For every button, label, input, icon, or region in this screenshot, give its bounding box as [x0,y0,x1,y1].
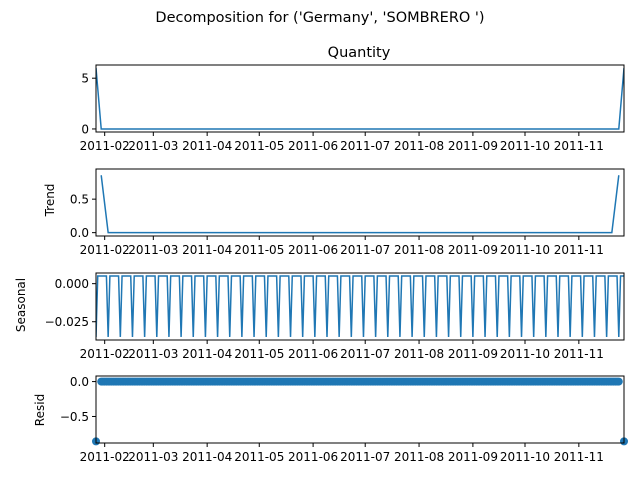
x-tick-label: 2011-11 [554,243,604,257]
x-tick-label: 2011-04 [182,243,232,257]
x-tick-label: 2011-07 [340,139,390,153]
axes-frame [95,272,625,341]
y-tick-label: −0.025 [45,315,89,329]
x-tick-label: 2011-03 [128,243,178,257]
x-tick-label: 2011-02 [80,139,130,153]
y-tick-label: 0 [81,122,89,136]
x-tick-label: 2011-07 [340,243,390,257]
x-tick-label: 2011-07 [340,347,390,361]
panel-ylabel: Resid [33,394,47,426]
x-tick-label: 2011-09 [448,139,498,153]
x-tick-label: 2011-03 [128,347,178,361]
y-tick-label: 5 [81,72,89,86]
y-tick-label: 0.0 [70,375,89,389]
x-tick-label: 2011-03 [128,139,178,153]
x-tick-label: 2011-05 [234,347,284,361]
seasonal-line [96,275,624,337]
x-tick-label: 2011-10 [500,450,550,464]
x-tick-label: 2011-02 [80,243,130,257]
x-tick-label: 2011-02 [80,450,130,464]
x-tick-label: 2011-10 [500,347,550,361]
axes-frame [95,375,625,444]
x-tick-label: 2011-10 [500,139,550,153]
series-line [96,67,624,130]
panel-ylabel: Seasonal [14,278,28,332]
x-tick-label: 2011-06 [288,450,338,464]
y-tick-label: −0.5 [60,410,89,424]
x-tick-label: 2011-08 [394,139,444,153]
x-tick-label: 2011-07 [340,450,390,464]
y-tick-label: 0.000 [55,277,89,291]
resid-point [614,377,623,386]
x-tick-label: 2011-02 [80,347,130,361]
x-tick-label: 2011-08 [394,450,444,464]
x-tick-label: 2011-11 [554,450,604,464]
x-tick-label: 2011-09 [448,450,498,464]
x-tick-label: 2011-03 [128,450,178,464]
x-tick-label: 2011-08 [394,243,444,257]
x-tick-label: 2011-04 [182,450,232,464]
x-tick-label: 2011-04 [182,139,232,153]
x-tick-label: 2011-11 [554,139,604,153]
y-tick-label: 0.5 [70,193,89,207]
panel-ylabel: Trend [43,184,57,218]
panel-title: Quantity [328,45,391,61]
axes-frame [95,168,625,237]
x-tick-label: 2011-05 [234,139,284,153]
x-tick-label: 2011-09 [448,347,498,361]
x-tick-label: 2011-11 [554,347,604,361]
figure-suptitle: Decomposition for ('Germany', 'SOMBRERO … [155,10,484,26]
x-tick-label: 2011-09 [448,243,498,257]
x-tick-label: 2011-06 [288,347,338,361]
x-tick-label: 2011-06 [288,139,338,153]
x-tick-label: 2011-04 [182,347,232,361]
axes-frame [95,64,625,133]
x-tick-label: 2011-06 [288,243,338,257]
x-tick-label: 2011-05 [234,243,284,257]
x-tick-label: 2011-05 [234,450,284,464]
x-tick-label: 2011-10 [500,243,550,257]
series-line [100,175,620,234]
y-tick-label: 0.0 [70,226,89,240]
x-tick-label: 2011-08 [394,347,444,361]
